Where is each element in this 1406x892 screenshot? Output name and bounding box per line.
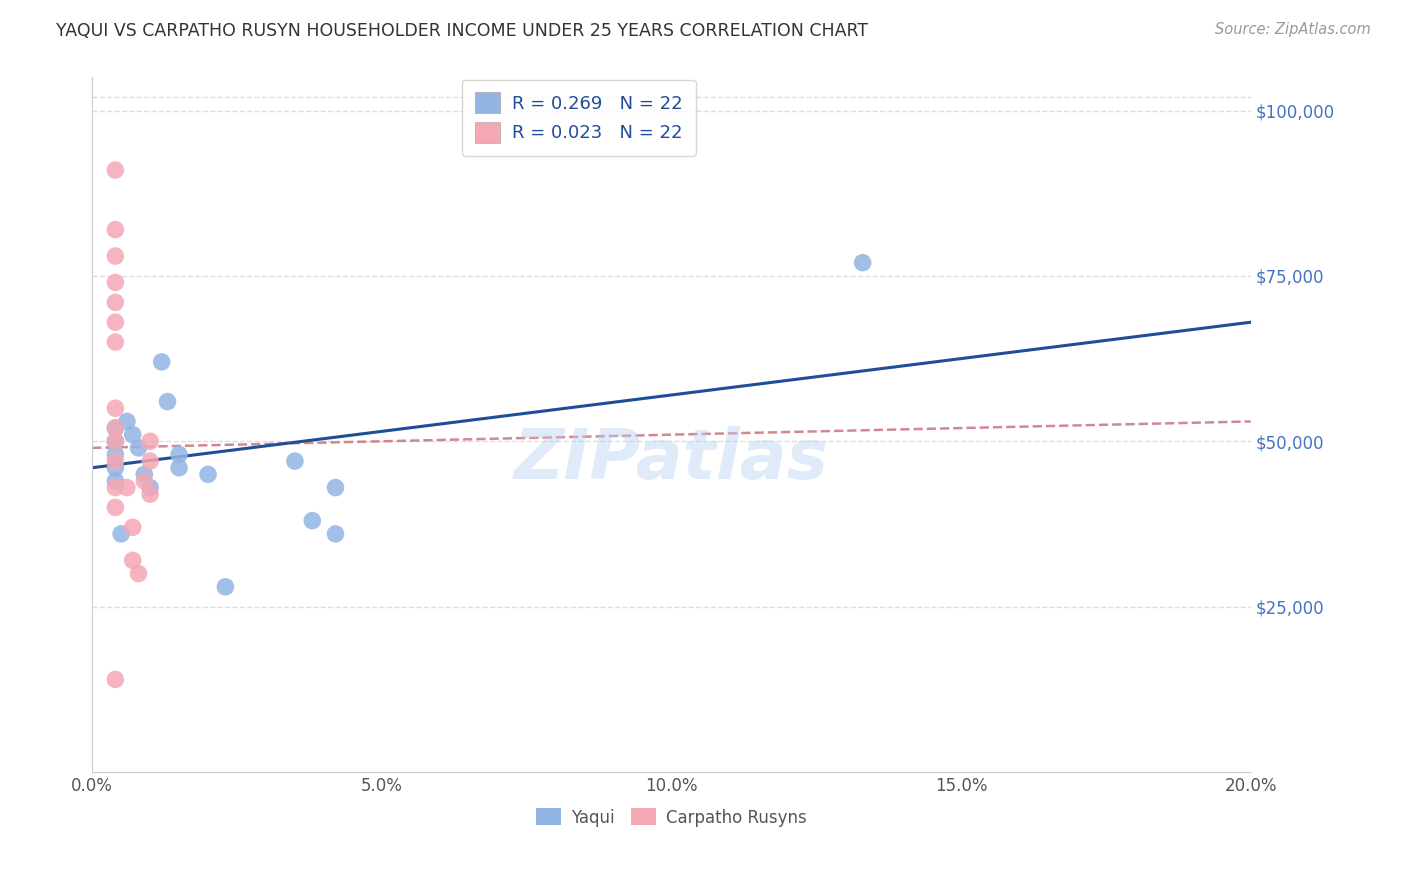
Point <box>121 520 143 534</box>
Point <box>104 500 127 515</box>
Text: ZIPatlas: ZIPatlas <box>515 426 830 493</box>
Point <box>115 414 138 428</box>
Point <box>104 673 127 687</box>
Point <box>104 421 127 435</box>
Point <box>852 255 875 269</box>
Point <box>104 401 127 416</box>
Point <box>284 454 307 468</box>
Point <box>104 434 127 449</box>
Point <box>115 481 138 495</box>
Text: Source: ZipAtlas.com: Source: ZipAtlas.com <box>1215 22 1371 37</box>
Point <box>121 427 143 442</box>
Point <box>325 481 347 495</box>
Point <box>104 334 127 349</box>
Point <box>150 355 173 369</box>
Point <box>134 467 156 482</box>
Point <box>128 441 150 455</box>
Point <box>214 580 236 594</box>
Point <box>121 553 143 567</box>
Point <box>301 514 323 528</box>
Point <box>104 295 127 310</box>
Point <box>104 315 127 329</box>
Point <box>104 454 127 468</box>
Point <box>104 481 127 495</box>
Point <box>104 448 127 462</box>
Point <box>197 467 219 482</box>
Point <box>104 222 127 236</box>
Point <box>104 460 127 475</box>
Point <box>139 434 162 449</box>
Point <box>110 527 132 541</box>
Point <box>139 487 162 501</box>
Point <box>128 566 150 581</box>
Point <box>139 481 162 495</box>
Legend: Yaqui, Carpatho Rusyns: Yaqui, Carpatho Rusyns <box>529 802 814 833</box>
Point <box>325 527 347 541</box>
Point <box>167 448 190 462</box>
Point <box>167 460 190 475</box>
Point <box>156 394 179 409</box>
Point <box>104 163 127 178</box>
Point <box>104 249 127 263</box>
Text: YAQUI VS CARPATHO RUSYN HOUSEHOLDER INCOME UNDER 25 YEARS CORRELATION CHART: YAQUI VS CARPATHO RUSYN HOUSEHOLDER INCO… <box>56 22 869 40</box>
Point <box>104 421 127 435</box>
Point <box>134 474 156 488</box>
Point <box>104 474 127 488</box>
Point <box>104 276 127 290</box>
Point <box>139 454 162 468</box>
Point <box>104 434 127 449</box>
